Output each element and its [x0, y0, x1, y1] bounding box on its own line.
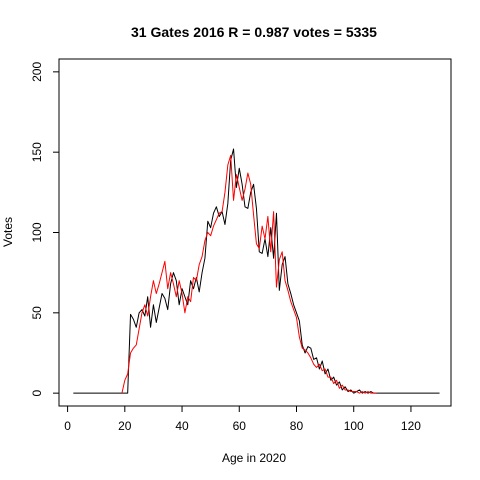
x-tick-label: 100: [344, 419, 364, 433]
x-tick-label: 40: [175, 419, 189, 433]
x-axis: 0 20 40 60 80 100 120: [64, 405, 421, 433]
x-tick-label: 0: [64, 419, 71, 433]
x-tick-label: 120: [401, 419, 421, 433]
y-tick-label: 200: [30, 62, 44, 82]
y-tick-label: 150: [30, 142, 44, 162]
x-axis-label: Age in 2020: [222, 451, 286, 465]
y-axis: 0 50 100 150 200: [30, 62, 60, 396]
x-tick-label: 80: [290, 419, 304, 433]
y-tick-label: 0: [30, 389, 44, 396]
y-axis-label: Votes: [1, 217, 15, 247]
series-line-2: [121, 154, 377, 394]
y-tick-label: 50: [30, 306, 44, 320]
x-tick-label: 20: [118, 419, 132, 433]
chart-title: 31 Gates 2016 R = 0.987 votes = 5335: [131, 24, 377, 40]
series-line-1: [73, 148, 440, 394]
x-tick-label: 60: [233, 419, 247, 433]
y-tick-label: 100: [30, 222, 44, 242]
series-layer: [73, 148, 440, 394]
